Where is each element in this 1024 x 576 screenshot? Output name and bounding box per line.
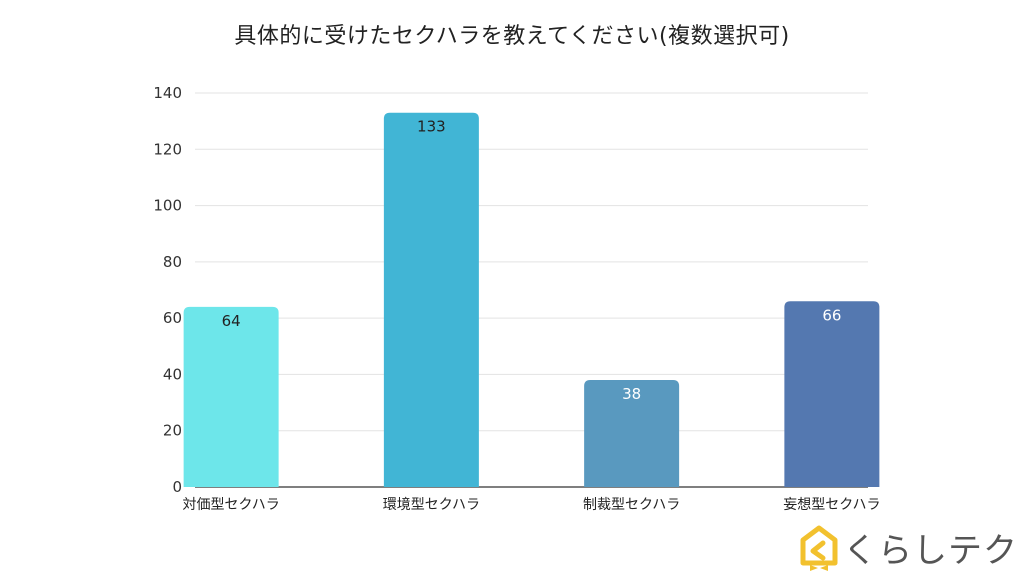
chart-title: 具体的に受けたセクハラを教えてください(複数選択可) (234, 24, 790, 49)
y-tick-label: 0 (172, 478, 182, 496)
x-tick-label: 対価型セクハラ (182, 497, 279, 513)
y-tick-label: 100 (153, 197, 182, 215)
bar-4 (784, 301, 880, 487)
bar-value-label: 133 (417, 118, 446, 136)
x-axis: 対価型セクハラ 環境型セクハラ 制裁型セクハラ 妄想型セクハラ (182, 497, 880, 513)
bar-1 (183, 306, 279, 487)
bar-2 (383, 112, 479, 487)
bar-3 (584, 380, 680, 487)
y-tick-label: 80 (163, 253, 182, 271)
bars: 64 133 38 66 (183, 112, 880, 487)
grid-lines (195, 92, 868, 488)
y-tick-label: 40 (163, 365, 182, 383)
brand-logo: くらしテク (799, 523, 1018, 572)
bar-value-label: 38 (622, 385, 641, 403)
x-tick-label: 妄想型セクハラ (783, 497, 880, 513)
x-tick-label: 環境型セクハラ (383, 497, 480, 513)
bar-value-label: 64 (222, 312, 241, 330)
y-tick-label: 20 (163, 422, 182, 440)
x-tick-label: 制裁型セクハラ (583, 497, 680, 513)
y-tick-label: 120 (153, 140, 182, 158)
y-axis: 0 20 40 60 80 100 120 140 (153, 84, 182, 496)
logo-text: くらしテク (843, 531, 1018, 571)
y-tick-label: 60 (163, 309, 182, 327)
y-tick-label: 140 (153, 84, 182, 102)
bar-value-label: 66 (822, 306, 841, 324)
house-logo-icon (800, 525, 838, 571)
